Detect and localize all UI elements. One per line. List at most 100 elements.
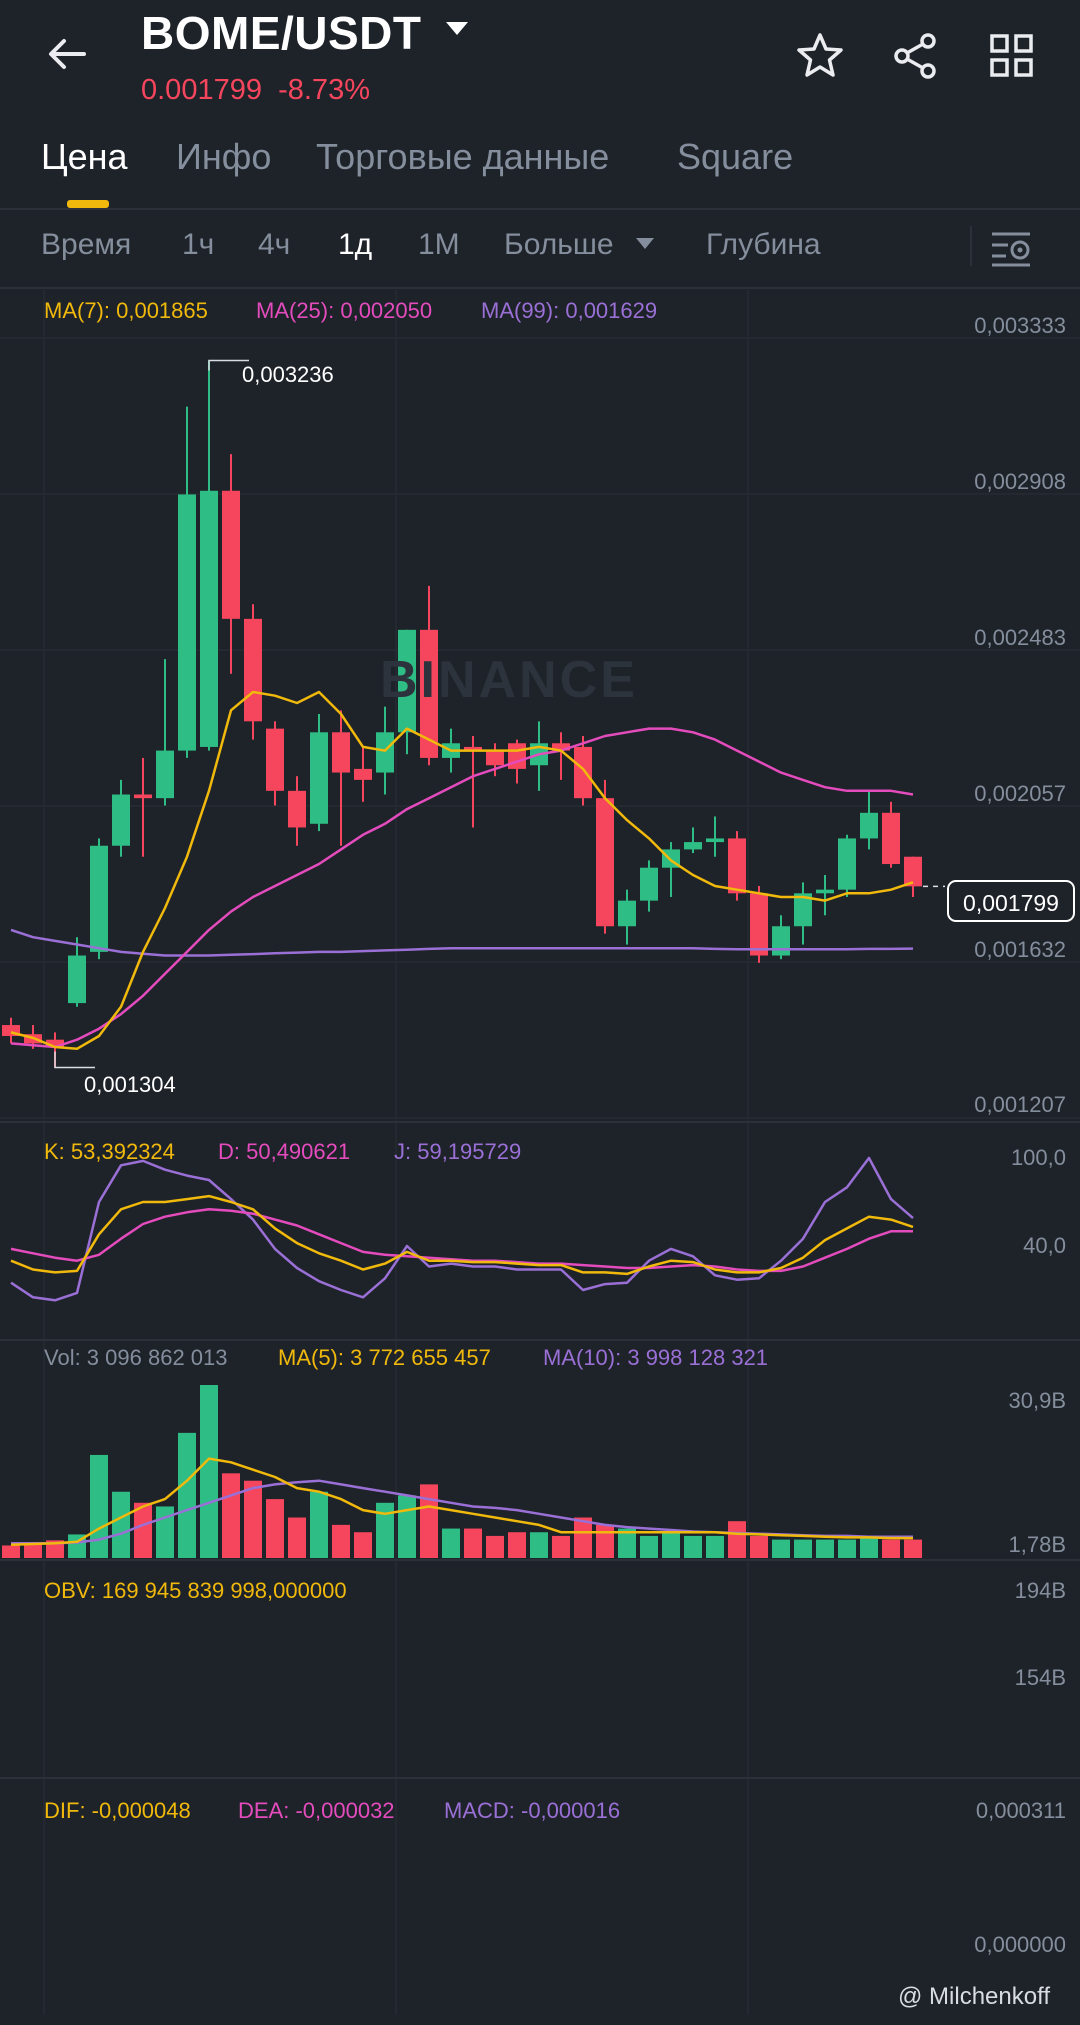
chevron-down-icon[interactable] [446,22,468,35]
volume-bar [332,1524,350,1558]
candle-body [332,732,350,773]
volume-bar [816,1539,834,1558]
tab-info[interactable]: Инфо [176,136,272,177]
candle-body [640,867,658,901]
candle-body [860,812,878,839]
y-axis-label: 0,002908 [974,469,1066,494]
price-change: 0.001799 -8.73% [141,74,370,107]
volume-ma5-line [10,1457,913,1546]
candle-body [728,838,746,894]
macd-dif-label: DIF: -0,000048 [44,1798,191,1823]
volume-bar [266,1499,284,1558]
header: BOME/USDT 0.001799 -8.73% [0,0,1080,120]
low-price-label: 0,001304 [84,1072,176,1097]
grid-icon[interactable] [986,30,1038,82]
timeframe-depth[interactable]: Глубина [706,228,821,261]
candle-body [244,618,262,722]
volume-bar [178,1432,196,1558]
kdj-j-label: J: 59,195729 [394,1139,522,1164]
volume-bar [772,1539,790,1558]
volume-bar [310,1491,328,1558]
candle-body [376,732,394,773]
candle-body [596,798,614,927]
y-axis-label: 40,0 [1023,1233,1066,1258]
volume-bar [112,1491,130,1558]
candle-body [112,794,130,846]
volume-ma5-label: MA(5): 3 772 655 457 [278,1345,491,1370]
divider [970,226,972,266]
candle-body [200,490,218,747]
timeframe-1h[interactable]: 1ч [182,228,215,261]
volume-bar [442,1528,460,1558]
tab-square[interactable]: Square [677,136,794,177]
tab-trading-data[interactable]: Торговые данные [316,136,610,177]
volume-bar [354,1532,372,1558]
candle-body [772,926,790,956]
volume-bar [904,1539,922,1558]
y-axis-label: 0,000311 [975,1798,1066,1823]
volume-bar [860,1535,878,1558]
timeframe-time[interactable]: Время [41,228,132,261]
volume-bar [574,1517,592,1558]
candle-body [68,955,86,1004]
back-arrow-icon[interactable] [44,30,92,78]
high-marker [208,359,249,371]
tab-price[interactable]: Цена [41,136,128,177]
timeframe-more[interactable]: Больше [504,228,614,261]
candle-body [178,494,196,751]
trading-pair-selector[interactable]: BOME/USDT [141,7,422,59]
kdj-d-label: D: 50,490621 [218,1139,351,1164]
volume-bar [750,1535,768,1558]
y-axis-label: 194B [1014,1578,1066,1603]
candle-body [618,900,636,927]
candle-body [904,856,922,887]
volume-bar [398,1495,416,1558]
ma7-label: MA(7): 0,001865 [44,298,208,323]
chart-settings-icon[interactable] [990,228,1034,268]
volume-bar [420,1484,438,1558]
volume-bar [24,1542,42,1558]
chevron-down-icon[interactable] [636,238,654,249]
volume-bar [618,1528,636,1558]
volume-bar [640,1535,658,1558]
kdj-k-label: K: 53,392324 [44,1139,175,1164]
volume-bar [794,1539,812,1558]
timeframe-4h[interactable]: 4ч [258,228,291,261]
candle-body [464,746,482,751]
y-axis-label: 0,001632 [974,937,1066,962]
candle-body [882,812,900,865]
ma25-line [10,727,914,1049]
candle-body [816,889,834,894]
macd-value-label: MACD: -0,000016 [444,1798,621,1823]
volume-bar [90,1454,108,1558]
candle-body [222,490,240,619]
candle-body [552,743,570,751]
y-axis-label: 100,0 [1010,1145,1066,1170]
candle-body [46,1039,64,1048]
obv-label: OBV: 169 945 839 998,000000 [44,1578,347,1603]
volume-bar [486,1535,504,1558]
macd-dea-label: DEA: -0,000032 [238,1798,395,1823]
timeframe-1d[interactable]: 1д [338,228,373,261]
y-axis-label: 1,78B [1008,1532,1067,1557]
star-icon[interactable] [794,30,846,82]
share-icon[interactable] [890,30,942,82]
kdj-k-line [10,1194,914,1276]
volume-bar [244,1480,262,1558]
volume-bar [508,1532,526,1558]
timeframe-1m[interactable]: 1М [418,228,460,261]
candle-body [354,768,372,780]
y-axis-label: 0,002057 [974,781,1066,806]
candle-body [266,728,284,791]
current-price-tag[interactable]: 0,001799 [947,880,1075,922]
volume-bar [46,1540,64,1558]
candle-body [90,845,108,952]
candle-body [706,838,724,843]
volume-bar [288,1517,306,1558]
candle-body [310,732,328,824]
high-price-label: 0,003236 [242,362,334,387]
author-credit: @ Milchenkoff [898,1983,1050,2010]
y-axis-label: 154B [1014,1665,1066,1690]
ma99-label: MA(99): 0,001629 [481,298,658,323]
